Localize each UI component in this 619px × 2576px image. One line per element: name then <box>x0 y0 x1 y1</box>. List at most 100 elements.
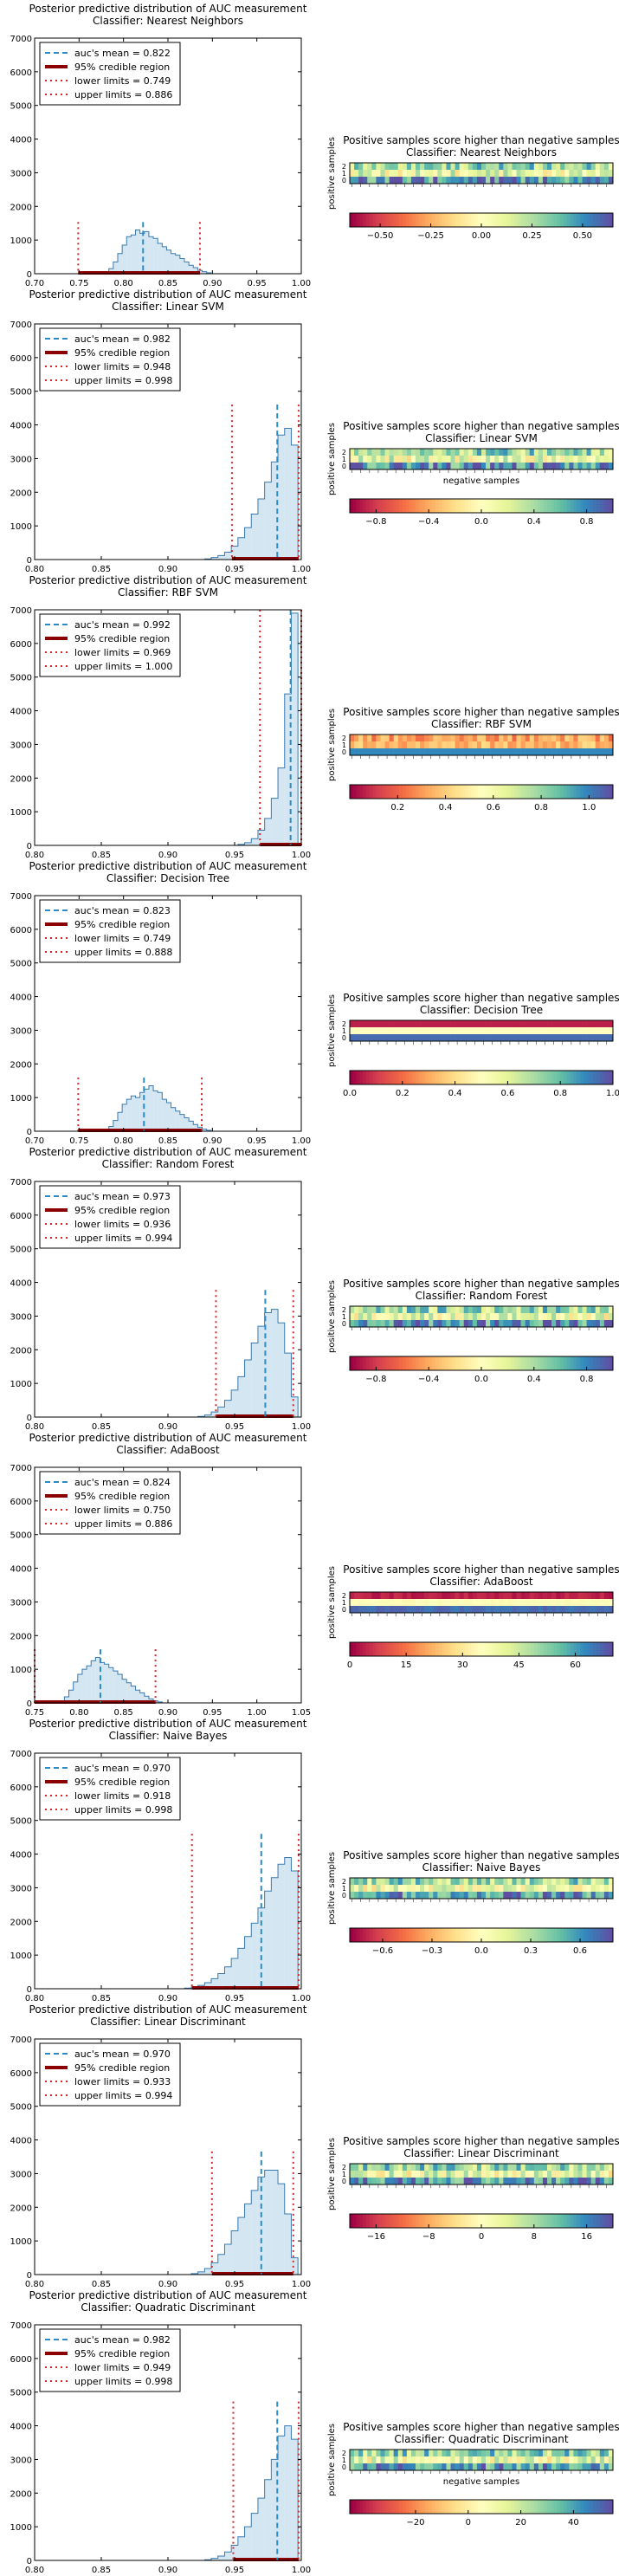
colorbar-segment <box>478 1928 482 1942</box>
heatmap-cell <box>442 1885 447 1892</box>
heatmap-cell <box>577 449 583 456</box>
heatmap-cell <box>402 2456 408 2463</box>
colorbar-segment <box>461 213 466 227</box>
heatmap-cell <box>569 1599 574 1606</box>
heatmap-cell <box>446 1885 451 1892</box>
heatmap-cell <box>512 163 517 170</box>
histogram-bar <box>251 838 258 845</box>
heatmap-cell <box>446 163 451 170</box>
heatmap-cell <box>573 741 578 748</box>
colorbar-segment <box>504 785 508 799</box>
histogram-bar <box>158 1701 163 1703</box>
heatmap-cell <box>556 2450 561 2456</box>
heatmap-cell <box>582 2164 587 2171</box>
heatmap-cell <box>599 2164 605 2171</box>
colorbar-segment <box>405 2214 409 2228</box>
colorbar-tick-label: −16 <box>367 2232 385 2242</box>
heatmap-cell <box>393 177 399 184</box>
heatmap-cell <box>538 1020 544 1027</box>
heatmap-title: Positive samples score higher than negat… <box>343 134 619 146</box>
heatmap-cell <box>376 1313 381 1320</box>
heatmap-cell <box>424 1020 429 1027</box>
histogram-panel: Posterior predictive distribution of AUC… <box>10 574 312 860</box>
colorbar-segment <box>416 1071 420 1084</box>
heatmap-cell <box>590 2450 596 2456</box>
colorbar-segment <box>363 1356 367 1370</box>
colorbar-segment <box>577 1071 581 1084</box>
legend-entry: upper limits = 0.998 <box>74 375 172 386</box>
heatmap-cell <box>551 170 557 177</box>
colorbar-segment <box>570 499 574 513</box>
heatmap-cell <box>599 1592 605 1599</box>
heatmap-cell <box>455 1592 460 1599</box>
heatmap-cell <box>410 1313 416 1320</box>
colorbar-segment <box>445 1071 449 1084</box>
colorbar-segment <box>540 213 545 227</box>
histogram-bar <box>91 1660 96 1703</box>
heatmap-cell <box>590 170 596 177</box>
colorbar-segment <box>517 1071 521 1084</box>
colorbar-segment <box>425 499 429 513</box>
heatmap-cell <box>586 1606 591 1613</box>
legend-entry: auc's mean = 0.982 <box>74 333 171 345</box>
colorbar-segment <box>372 1642 377 1656</box>
heatmap-cell <box>406 2178 412 2184</box>
heatmap-row-label: 0 <box>342 2463 346 2471</box>
heatmap-cell <box>402 1892 408 1899</box>
colorbar-segment <box>564 1642 568 1656</box>
heatmap-cell <box>573 2164 578 2171</box>
heatmap-cell <box>367 1313 372 1320</box>
heatmap-cell <box>533 163 539 170</box>
colorbar-segment <box>418 2500 422 2514</box>
heatmap-cell <box>410 177 416 184</box>
heatmap-cell <box>455 1020 460 1027</box>
histogram-bar <box>135 1097 140 1131</box>
heatmap-row-label: 2 <box>342 163 346 171</box>
colorbar-segment <box>494 213 499 227</box>
heatmap-cell <box>393 1020 399 1027</box>
x-tick-label: 0.85 <box>114 1708 133 1718</box>
heatmap-cell <box>490 1320 495 1327</box>
colorbar-tick-label: −0.50 <box>367 231 394 241</box>
heatmap-cell <box>599 2178 605 2184</box>
colorbar-segment <box>484 2214 488 2228</box>
heatmap-cell <box>459 463 465 469</box>
heatmap-cell <box>599 1027 605 1034</box>
colorbar-segment <box>363 2214 367 2228</box>
heatmap-cell <box>354 1878 359 1885</box>
heatmap-cell <box>437 741 442 748</box>
heatmap-cell <box>467 1592 474 1599</box>
heatmap-cell <box>577 2164 583 2171</box>
heatmap-cell <box>564 163 570 170</box>
colorbar-segment <box>573 2500 577 2514</box>
colorbar-segment <box>494 1928 499 1942</box>
heatmap-cell <box>564 2171 570 2178</box>
heatmap-cell <box>459 449 465 456</box>
colorbar-segment <box>356 213 360 227</box>
heatmap-cell <box>595 1020 601 1027</box>
heatmap-cell <box>516 748 521 755</box>
heatmap-cell <box>486 177 491 184</box>
colorbar-segment <box>504 1928 508 1942</box>
heatmap-cell <box>410 1878 416 1885</box>
heatmap-cell <box>350 1306 355 1313</box>
colorbar-segment <box>438 1356 442 1370</box>
histogram-panel: Posterior predictive distribution of AUC… <box>10 288 312 574</box>
heatmap-cell <box>533 1592 539 1599</box>
heatmap-cell <box>354 2463 359 2470</box>
heatmap-cell <box>490 1892 495 1899</box>
colorbar-segment <box>359 1356 364 1370</box>
heatmap-cell <box>599 1020 605 1027</box>
heatmap-cell <box>389 1320 394 1327</box>
colorbar-segment <box>599 785 603 799</box>
heatmap-cell <box>363 449 368 456</box>
heatmap-cell <box>538 1878 544 1885</box>
heatmap-cell <box>402 2171 408 2178</box>
colorbar-segment <box>544 785 548 799</box>
colorbar-tick-label: −20 <box>406 2518 424 2527</box>
heatmap-cell <box>590 163 596 170</box>
heatmap-cell <box>450 1034 455 1041</box>
colorbar-segment <box>455 2214 459 2228</box>
colorbar-segment <box>560 2500 564 2514</box>
heatmap-cell <box>424 735 429 741</box>
